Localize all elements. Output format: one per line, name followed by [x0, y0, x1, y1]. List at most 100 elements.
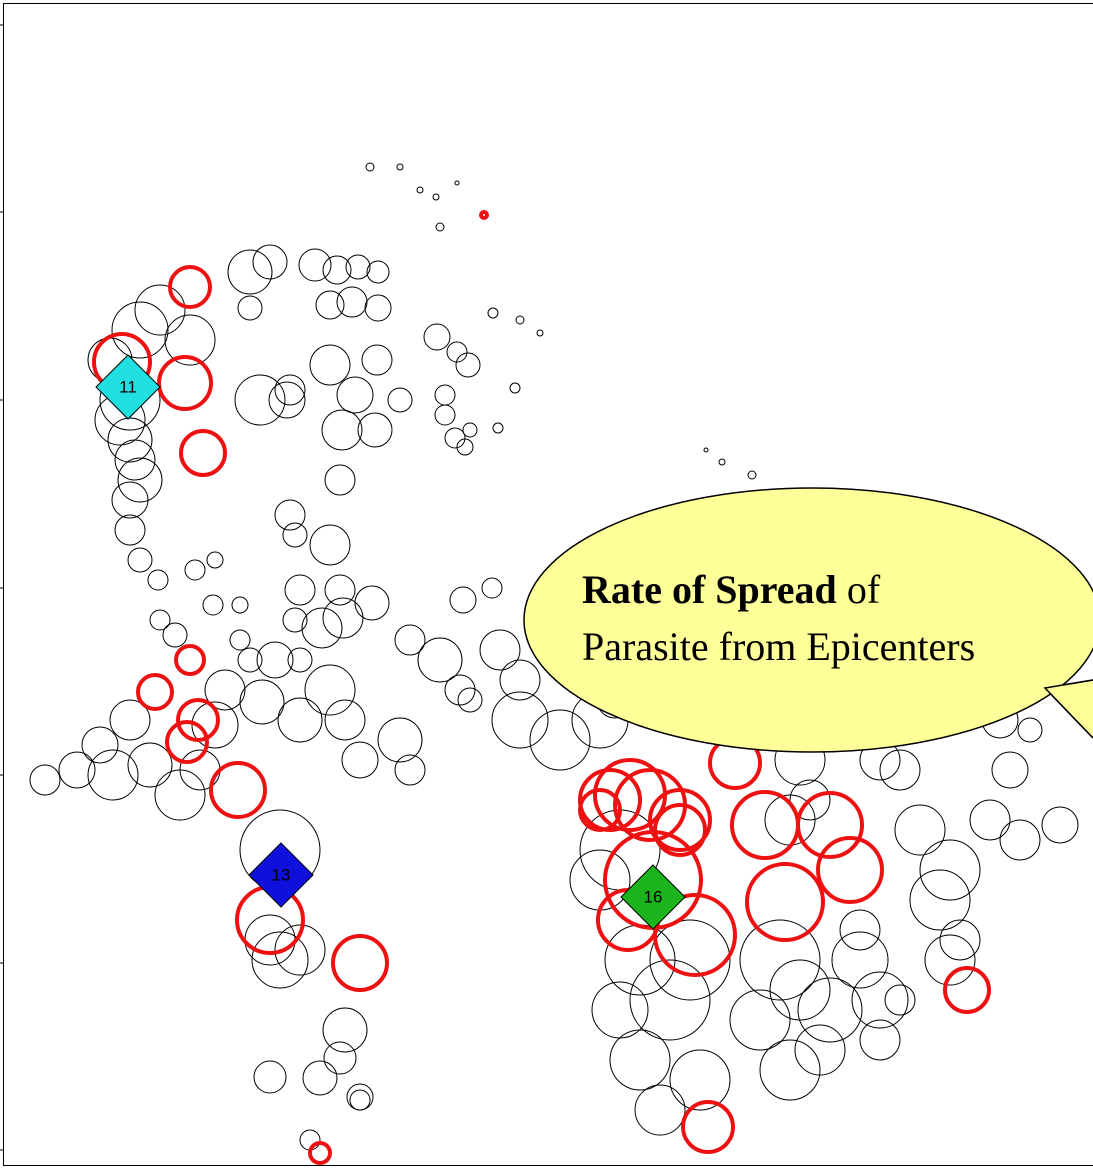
- bubble: [176, 698, 220, 742]
- bubble: [157, 355, 213, 411]
- bubble: [256, 641, 294, 679]
- epicenter-label: 11: [119, 377, 137, 396]
- bubble: [364, 294, 392, 322]
- bubble: [341, 741, 379, 779]
- bubble: [1017, 717, 1043, 743]
- bubble: [703, 447, 709, 453]
- bubble: [345, 254, 371, 280]
- bubble: [315, 290, 345, 320]
- bubble: [991, 751, 1029, 789]
- bubble: [298, 248, 332, 282]
- bubble: [745, 862, 825, 942]
- bubble: [653, 893, 737, 977]
- bubble: [432, 193, 440, 201]
- bubble: [322, 255, 352, 285]
- bubble: [149, 609, 171, 631]
- bubble: [114, 439, 156, 481]
- bubble: [924, 934, 976, 986]
- epicenter-diamond: [248, 842, 314, 908]
- bubble: [449, 586, 477, 614]
- bubble: [136, 673, 174, 711]
- bubble: [729, 989, 791, 1051]
- bubble: [302, 1060, 338, 1096]
- bubble: [251, 931, 309, 989]
- bubble: [309, 344, 351, 386]
- bubble: [308, 1141, 332, 1165]
- bubble: [417, 637, 463, 683]
- bubble: [231, 596, 249, 614]
- bubble: [184, 559, 206, 581]
- bubble: [336, 376, 374, 414]
- epicenter-label: 16: [644, 887, 663, 906]
- bubble: [509, 382, 521, 394]
- bubble: [396, 163, 404, 171]
- callout-bubble: [523, 487, 1093, 753]
- epicenter-label: 13: [272, 865, 291, 884]
- bubble: [446, 341, 468, 363]
- bubble: [154, 769, 206, 821]
- bubble: [416, 186, 424, 194]
- bubble: [747, 470, 757, 480]
- bubble: [839, 909, 881, 951]
- bubble: [648, 788, 712, 852]
- bubble: [634, 1084, 686, 1136]
- callout: Rate of Spread of Parasite from Epicenter…: [523, 487, 1093, 753]
- bubble: [479, 210, 489, 220]
- bubble: [759, 1039, 821, 1101]
- bubble: [578, 788, 622, 832]
- bubble: [309, 524, 351, 566]
- bubble: [365, 162, 375, 172]
- bubble: [134, 284, 186, 336]
- epicenter-diamond: [95, 354, 161, 420]
- bubble: [462, 422, 478, 438]
- bubble: [168, 265, 212, 309]
- bubble: [796, 791, 864, 859]
- bubble: [354, 585, 390, 621]
- bubble: [859, 1019, 901, 1061]
- bubble: [816, 836, 884, 904]
- bubble: [111, 481, 149, 519]
- bubble: [851, 971, 909, 1029]
- bubble: [943, 966, 991, 1014]
- bubble: [423, 323, 451, 351]
- bubble: [879, 749, 921, 791]
- bubble: [274, 374, 306, 406]
- bubble: [491, 691, 549, 749]
- bubble: [969, 799, 1011, 841]
- bubble: [346, 1083, 374, 1111]
- bubble: [81, 726, 119, 764]
- bubble: [58, 751, 96, 789]
- bubble: [909, 869, 971, 931]
- bubble: [1041, 806, 1079, 844]
- bubble: [831, 931, 889, 989]
- bubble: [361, 344, 393, 376]
- bubble: [237, 295, 263, 321]
- bubble: [487, 307, 499, 319]
- bubble: [229, 629, 251, 651]
- bubble: [227, 249, 273, 295]
- bubble: [435, 222, 445, 232]
- bubble: [434, 404, 456, 426]
- epicenter-diamond: [620, 864, 686, 930]
- callout-rest: of: [847, 567, 881, 612]
- bubble: [29, 764, 61, 796]
- bubble: [536, 329, 544, 337]
- bubble: [274, 924, 326, 976]
- callout-tail-edge: [1043, 679, 1093, 739]
- bubble: [162, 622, 188, 648]
- bubble: [492, 422, 504, 434]
- bubble: [253, 1060, 287, 1094]
- bubble: [287, 647, 313, 673]
- bubble: [268, 381, 306, 419]
- bubble: [681, 1100, 735, 1154]
- bubble: [444, 427, 466, 449]
- bubble: [322, 597, 364, 639]
- bubble: [237, 647, 263, 673]
- bubble: [206, 551, 224, 569]
- bubble: [718, 458, 726, 466]
- bubble: [444, 674, 476, 706]
- bubble: [239, 679, 285, 725]
- bubble: [174, 644, 206, 676]
- bubble: [111, 301, 169, 359]
